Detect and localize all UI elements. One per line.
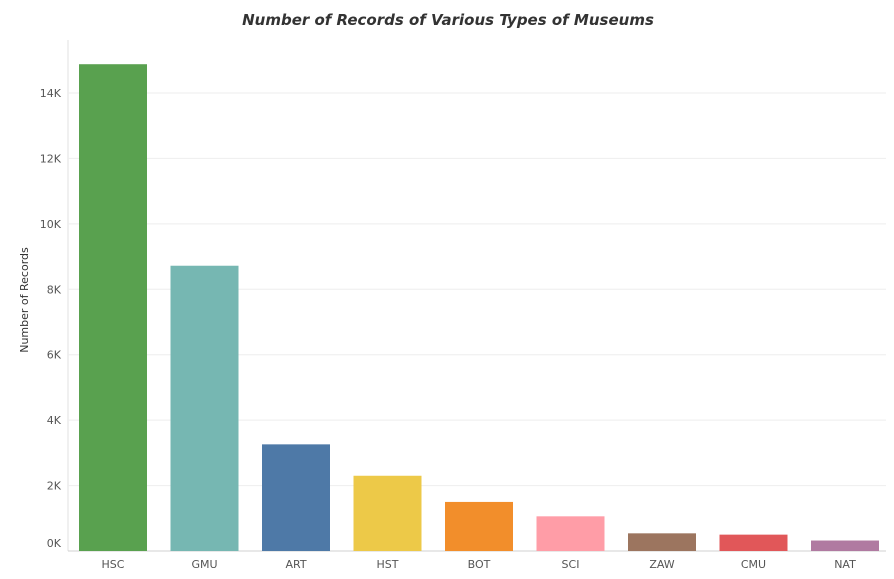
bar-hsc[interactable] [79, 64, 147, 551]
x-tick-label: HSC [102, 558, 125, 571]
chart-title: Number of Records of Various Types of Mu… [242, 11, 654, 29]
y-axis-title: Number of Records [18, 247, 31, 353]
x-tick-label: NAT [834, 558, 856, 571]
bars [79, 64, 879, 551]
x-tick-label: HST [377, 558, 399, 571]
bar-cmu[interactable] [719, 534, 788, 551]
y-ticks: 0K 2K 4K 6K 8K 10K 12K 14K [40, 87, 62, 550]
y-tick-label: 4K [47, 414, 62, 427]
x-tick-label: GMU [191, 558, 217, 571]
x-tick-label: ZAW [649, 558, 674, 571]
bar-zaw[interactable] [628, 533, 696, 551]
y-tick-label: 0K [47, 537, 62, 550]
x-tick-label: ART [285, 558, 306, 571]
y-tick-label: 2K [47, 480, 62, 493]
bar-nat[interactable] [811, 540, 879, 551]
bar-hst[interactable] [353, 475, 422, 551]
y-tick-label: 14K [40, 87, 62, 100]
bar-art[interactable] [262, 444, 330, 551]
x-tick-label: SCI [562, 558, 580, 571]
bar-sci[interactable] [536, 516, 605, 551]
bar-gmu[interactable] [170, 265, 239, 551]
y-tick-label: 8K [47, 283, 62, 296]
y-tick-label: 6K [47, 349, 62, 362]
x-ticks: HSC GMU ART HST BOT SCI ZAW CMU NAT [102, 558, 857, 571]
x-tick-label: BOT [468, 558, 491, 571]
bar-bot[interactable] [445, 501, 513, 551]
y-tick-label: 12K [40, 152, 62, 165]
y-tick-label: 10K [40, 218, 62, 231]
x-tick-label: CMU [741, 558, 766, 571]
